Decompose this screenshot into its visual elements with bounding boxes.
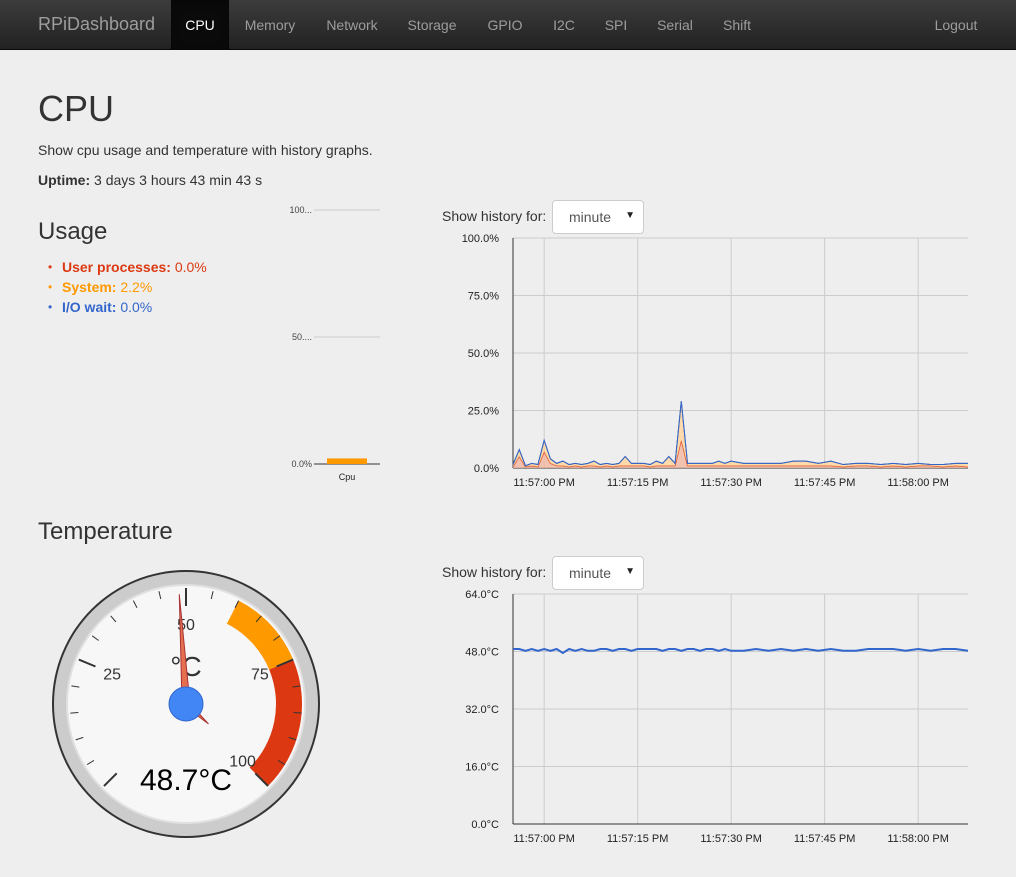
legend-io-value: 0.0% bbox=[120, 299, 153, 315]
gauge-minor-tick bbox=[277, 760, 286, 766]
y-tick-label: 16.0°C bbox=[465, 762, 499, 774]
y-tick-label: 50.... bbox=[292, 332, 312, 342]
legend-system-label: System: bbox=[62, 279, 117, 295]
cpu-usage-bar-chart: 100... 50.... 0.0% Cpu bbox=[289, 205, 380, 482]
gauge-label: 100 bbox=[229, 754, 256, 771]
x-tick-label: 11:57:45 PM bbox=[794, 833, 856, 845]
y-tick-label: 75.0% bbox=[468, 291, 499, 303]
x-tick-label: Cpu bbox=[339, 472, 356, 482]
page-title: CPU bbox=[38, 88, 115, 129]
legend-system: System: 2.2% bbox=[48, 277, 207, 297]
gauge-major-tick bbox=[103, 772, 118, 787]
gauge-minor-tick bbox=[86, 760, 95, 766]
x-tick-label: 11:58:00 PM bbox=[887, 477, 949, 489]
x-tick-label: 11:57:00 PM bbox=[513, 833, 575, 845]
brand-link[interactable]: RPiDashboard bbox=[38, 14, 156, 34]
y-tick-label: 0.0% bbox=[474, 463, 499, 475]
nav-gpio[interactable]: GPIO bbox=[487, 17, 523, 33]
gauge-minor-tick bbox=[71, 685, 80, 688]
nav-storage[interactable]: Storage bbox=[407, 17, 457, 33]
series-line bbox=[512, 401, 968, 467]
y-tick-label: 100... bbox=[289, 205, 312, 215]
gauge-band bbox=[226, 600, 294, 670]
x-tick-label: 11:57:15 PM bbox=[607, 477, 669, 489]
x-tick-label: 11:57:30 PM bbox=[700, 833, 762, 845]
y-tick-label: 64.0°C bbox=[465, 589, 499, 601]
y-tick-label: 0.0°C bbox=[471, 819, 499, 831]
nav-cpu[interactable]: CPU bbox=[171, 0, 229, 50]
gauge-label: 75 bbox=[251, 666, 269, 683]
gauge-minor-tick bbox=[210, 591, 214, 600]
nav-shift[interactable]: Shift bbox=[722, 17, 751, 33]
temperature-history-chart: 64.0°C 48.0°C 32.0°C 16.0°C 0.0°C 11:57:00 PM… bbox=[465, 589, 969, 845]
x-tick-label: 11:57:00 PM bbox=[513, 477, 575, 489]
gauge-minor-tick bbox=[234, 600, 240, 608]
cpu-history-chart: 100.0% 75.0% 50.0% 25.0% 0.0% 11:57:00 PM 11:5… bbox=[462, 233, 969, 489]
y-tick-label: 48.0°C bbox=[465, 647, 499, 659]
temperature-line bbox=[513, 647, 969, 655]
uptime-label: Uptime: bbox=[38, 172, 91, 188]
legend-user-value: 0.0% bbox=[174, 259, 207, 275]
temperature-heading: Temperature bbox=[38, 518, 173, 545]
usage-legend: User processes: 0.0% System: 2.2% I/O wa… bbox=[48, 257, 207, 317]
x-tick-label: 11:57:30 PM bbox=[700, 477, 762, 489]
gauge-label: 25 bbox=[103, 666, 121, 683]
legend-user: User processes: 0.0% bbox=[48, 257, 207, 277]
page-description: Show cpu usage and temperature with hist… bbox=[38, 142, 373, 158]
navbar: RPiDashboard CPU Memory Network Storage … bbox=[0, 0, 1016, 50]
cpu-history-select[interactable]: minute ▼ bbox=[552, 200, 644, 234]
caret-down-icon: ▼ bbox=[625, 210, 635, 221]
gauge-major-tick bbox=[78, 658, 96, 668]
nav-i2c[interactable]: I2C bbox=[553, 17, 575, 33]
gauge-band bbox=[249, 659, 302, 787]
caret-down-icon: ▼ bbox=[625, 566, 635, 577]
cpu-history-select-value: minute bbox=[569, 209, 612, 225]
gauge-minor-tick bbox=[110, 615, 117, 623]
gauge-minor-tick bbox=[75, 736, 84, 741]
legend-user-label: User processes: bbox=[62, 259, 171, 275]
bar bbox=[327, 458, 367, 464]
gauge-major-tick bbox=[254, 772, 269, 787]
temp-history-select-value: minute bbox=[569, 565, 612, 581]
temp-history-label: Show history for: bbox=[442, 564, 547, 580]
usage-heading: Usage bbox=[38, 218, 108, 245]
nav-network[interactable]: Network bbox=[326, 17, 378, 33]
x-tick-label: 11:58:00 PM bbox=[887, 833, 949, 845]
gauge-minor-tick bbox=[293, 711, 302, 714]
y-tick-label: 25.0% bbox=[468, 406, 499, 418]
y-tick-label: 0.0% bbox=[291, 459, 312, 469]
gauge-minor-tick bbox=[158, 591, 162, 600]
nav-logout[interactable]: Logout bbox=[934, 17, 978, 33]
temp-history-select[interactable]: minute ▼ bbox=[552, 556, 644, 590]
gauge-value: 48.7°C bbox=[140, 764, 232, 797]
gauge-minor-tick bbox=[91, 635, 99, 641]
gauge-minor-tick bbox=[70, 711, 79, 714]
gauge-hub bbox=[168, 686, 204, 722]
legend-io-label: I/O wait: bbox=[62, 299, 117, 315]
uptime: Uptime: 3 days 3 hours 43 min 43 s bbox=[38, 172, 262, 188]
uptime-value: 3 days 3 hours 43 min 43 s bbox=[94, 172, 263, 188]
y-tick-label: 50.0% bbox=[468, 348, 499, 360]
cpu-history-label: Show history for: bbox=[442, 208, 547, 224]
gauge-minor-tick bbox=[132, 600, 138, 608]
nav-memory[interactable]: Memory bbox=[244, 17, 296, 33]
y-tick-label: 32.0°C bbox=[465, 704, 499, 716]
gauge-minor-tick bbox=[292, 685, 301, 688]
y-tick-label: 100.0% bbox=[462, 233, 500, 245]
x-tick-label: 11:57:45 PM bbox=[794, 477, 856, 489]
series-area bbox=[513, 401, 968, 467]
nav-serial[interactable]: Serial bbox=[657, 17, 693, 33]
nav-spi[interactable]: SPI bbox=[604, 17, 628, 33]
gauge-minor-tick bbox=[255, 615, 262, 623]
gauge-minor-tick bbox=[273, 635, 281, 641]
legend-system-value: 2.2% bbox=[120, 279, 153, 295]
x-tick-label: 11:57:15 PM bbox=[607, 833, 669, 845]
gauge-major-tick bbox=[276, 658, 294, 668]
legend-io: I/O wait: 0.0% bbox=[48, 297, 207, 317]
gauge-minor-tick bbox=[288, 736, 297, 741]
